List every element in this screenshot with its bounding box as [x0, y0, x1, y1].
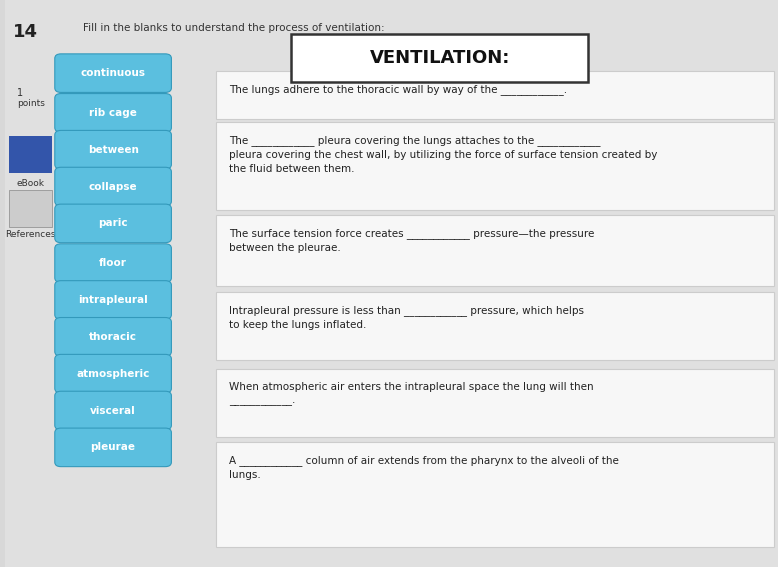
FancyBboxPatch shape	[291, 34, 588, 82]
FancyBboxPatch shape	[54, 167, 171, 206]
Text: The lungs adhere to the thoracic wall by way of the ____________.: The lungs adhere to the thoracic wall by…	[230, 84, 567, 95]
Text: floor: floor	[99, 258, 127, 268]
FancyBboxPatch shape	[54, 354, 171, 393]
Text: points: points	[17, 99, 45, 108]
Text: 14: 14	[13, 23, 38, 41]
Text: References: References	[5, 230, 56, 239]
Text: continuous: continuous	[81, 68, 145, 78]
FancyBboxPatch shape	[54, 54, 171, 92]
FancyBboxPatch shape	[54, 130, 171, 169]
FancyBboxPatch shape	[216, 215, 774, 286]
Text: eBook: eBook	[17, 179, 45, 188]
FancyBboxPatch shape	[216, 442, 774, 547]
Text: atmospheric: atmospheric	[76, 369, 150, 379]
Text: collapse: collapse	[89, 181, 138, 192]
FancyBboxPatch shape	[5, 0, 778, 567]
Text: visceral: visceral	[90, 405, 136, 416]
FancyBboxPatch shape	[54, 428, 171, 467]
FancyBboxPatch shape	[54, 318, 171, 356]
Text: Fill in the blanks to understand the process of ventilation:: Fill in the blanks to understand the pro…	[82, 23, 384, 33]
Text: 1: 1	[17, 88, 23, 98]
Text: The ____________ pleura covering the lungs attaches to the ____________
pleura c: The ____________ pleura covering the lun…	[230, 135, 657, 174]
Text: VENTILATION:: VENTILATION:	[370, 49, 510, 67]
FancyBboxPatch shape	[54, 281, 171, 319]
FancyBboxPatch shape	[54, 94, 171, 132]
FancyBboxPatch shape	[216, 292, 774, 360]
FancyBboxPatch shape	[54, 204, 171, 243]
FancyBboxPatch shape	[9, 136, 51, 173]
Text: When atmospheric air enters the intrapleural space the lung will then
__________: When atmospheric air enters the intraple…	[230, 382, 594, 407]
Text: Intrapleural pressure is less than ____________ pressure, which helps
to keep th: Intrapleural pressure is less than _____…	[230, 305, 584, 330]
FancyBboxPatch shape	[216, 71, 774, 119]
FancyBboxPatch shape	[9, 190, 51, 227]
Text: rib cage: rib cage	[89, 108, 137, 118]
Text: between: between	[88, 145, 138, 155]
Text: pariс: pariс	[98, 218, 128, 229]
FancyBboxPatch shape	[54, 244, 171, 282]
Text: A ____________ column of air extends from the pharynx to the alveoli of the
lung: A ____________ column of air extends fro…	[230, 455, 619, 480]
Text: pleurae: pleurae	[90, 442, 135, 452]
Text: intrapleural: intrapleural	[79, 295, 148, 305]
Text: thoracic: thoracic	[89, 332, 137, 342]
FancyBboxPatch shape	[54, 391, 171, 430]
FancyBboxPatch shape	[216, 369, 774, 437]
Text: The surface tension force creates ____________ pressure—the pressure
between the: The surface tension force creates ______…	[230, 229, 594, 253]
FancyBboxPatch shape	[216, 122, 774, 210]
